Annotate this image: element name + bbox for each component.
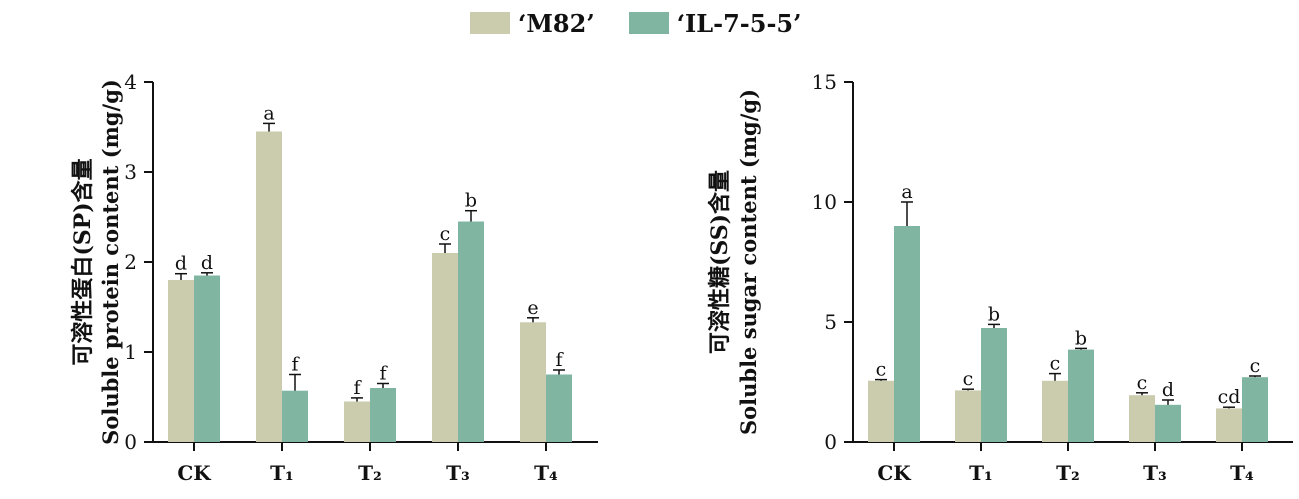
legend-item-m82: ‘M82’ xyxy=(470,9,595,38)
sp-significance-letter: d xyxy=(175,253,187,275)
ss-bar-m82 xyxy=(955,390,981,442)
ss-x-tick-label: CK xyxy=(877,461,911,485)
ss-bar-il755 xyxy=(894,226,920,442)
sp-y-label-en: Soluble protein content (mg/g) xyxy=(98,79,123,445)
sp-x-tick-label: T₄ xyxy=(534,461,558,485)
legend-label-il755: ‘IL-7-5-5’ xyxy=(676,8,802,38)
sp-significance-letter: f xyxy=(555,349,564,371)
ss-significance-letter: cd xyxy=(1218,386,1241,408)
ss-bar-il755 xyxy=(1068,349,1094,442)
sp-significance-letter: f xyxy=(353,377,362,399)
sp-bar-il755 xyxy=(458,221,484,442)
ss-y-tick-label: 10 xyxy=(812,190,837,214)
ss-significance-letter: b xyxy=(988,303,1000,325)
sp-significance-letter: f xyxy=(379,363,388,385)
sp-significance-letter: f xyxy=(291,354,300,376)
ss-y-label-cn: 可溶性糖(SS)含量 xyxy=(707,170,733,354)
ss-bar-m82 xyxy=(1042,380,1068,442)
sp-significance-letter: a xyxy=(263,102,274,124)
ss-bar-il755 xyxy=(1155,404,1181,442)
ss-x-tick-label: T₃ xyxy=(1143,461,1167,485)
sp-x-tick-label: T₂ xyxy=(358,461,382,485)
legend: ‘M82’ ‘IL-7-5-5’ xyxy=(470,6,801,40)
ss-significance-letter: d xyxy=(1162,379,1174,401)
sp-x-tick-label: T₃ xyxy=(446,461,470,485)
sp-bar-m82 xyxy=(432,253,458,442)
ss-x-tick-label: T₁ xyxy=(969,461,993,485)
sp-y-tick-label: 3 xyxy=(124,160,137,184)
sp-significance-letter: c xyxy=(440,223,451,245)
sp-x-tick-label: T₁ xyxy=(270,461,294,485)
sp-bar-m82 xyxy=(344,401,370,442)
sp-x-tick-label: CK xyxy=(177,461,211,485)
ss-significance-letter: c xyxy=(1250,355,1261,377)
legend-item-il755: ‘IL-7-5-5’ xyxy=(628,8,802,38)
ss-bar-m82 xyxy=(868,380,894,442)
sp-y-label-cn: 可溶性蛋白(SP)含量 xyxy=(70,158,96,365)
ss-y-label-en: Soluble sugar content (mg/g) xyxy=(736,89,761,435)
legend-swatch-il755 xyxy=(628,12,669,34)
sp-y-tick-label: 1 xyxy=(124,340,137,364)
sp-y-tick-label: 0 xyxy=(124,430,137,454)
ss-y-tick-label: 5 xyxy=(824,310,837,334)
ss-significance-letter: c xyxy=(1137,372,1148,394)
ss-y-tick-label: 0 xyxy=(824,430,837,454)
ss-significance-letter: c xyxy=(1050,353,1061,375)
sp-bar-il755 xyxy=(194,275,220,442)
sp-bar-m82 xyxy=(168,280,194,442)
ss-x-tick-label: T₄ xyxy=(1230,461,1254,485)
ss-x-tick-label: T₂ xyxy=(1056,461,1080,485)
sp-bar-m82 xyxy=(520,322,546,442)
ss-significance-letter: c xyxy=(876,359,887,381)
ss-bar-il755 xyxy=(981,328,1007,442)
ss-bar-il755 xyxy=(1242,377,1268,442)
ss-bar-m82 xyxy=(1216,408,1242,442)
sp-significance-letter: e xyxy=(527,297,538,319)
sp-bar-il755 xyxy=(282,390,308,442)
ss-y-tick-label: 15 xyxy=(812,70,837,94)
sp-y-tick-label: 2 xyxy=(124,250,137,274)
sp-bar-il755 xyxy=(546,374,572,442)
ss-significance-letter: b xyxy=(1075,327,1087,349)
sp-significance-letter: d xyxy=(201,252,213,274)
ss-significance-letter: a xyxy=(901,181,912,203)
sp-bar-m82 xyxy=(256,131,282,442)
ss-bar-m82 xyxy=(1129,395,1155,442)
legend-swatch-m82 xyxy=(470,12,510,34)
sp-bar-il755 xyxy=(370,388,396,442)
legend-label-m82: ‘M82’ xyxy=(518,8,595,38)
ss-significance-letter: c xyxy=(963,368,974,390)
sp-y-tick-label: 4 xyxy=(124,70,137,94)
sp-significance-letter: b xyxy=(465,190,477,212)
